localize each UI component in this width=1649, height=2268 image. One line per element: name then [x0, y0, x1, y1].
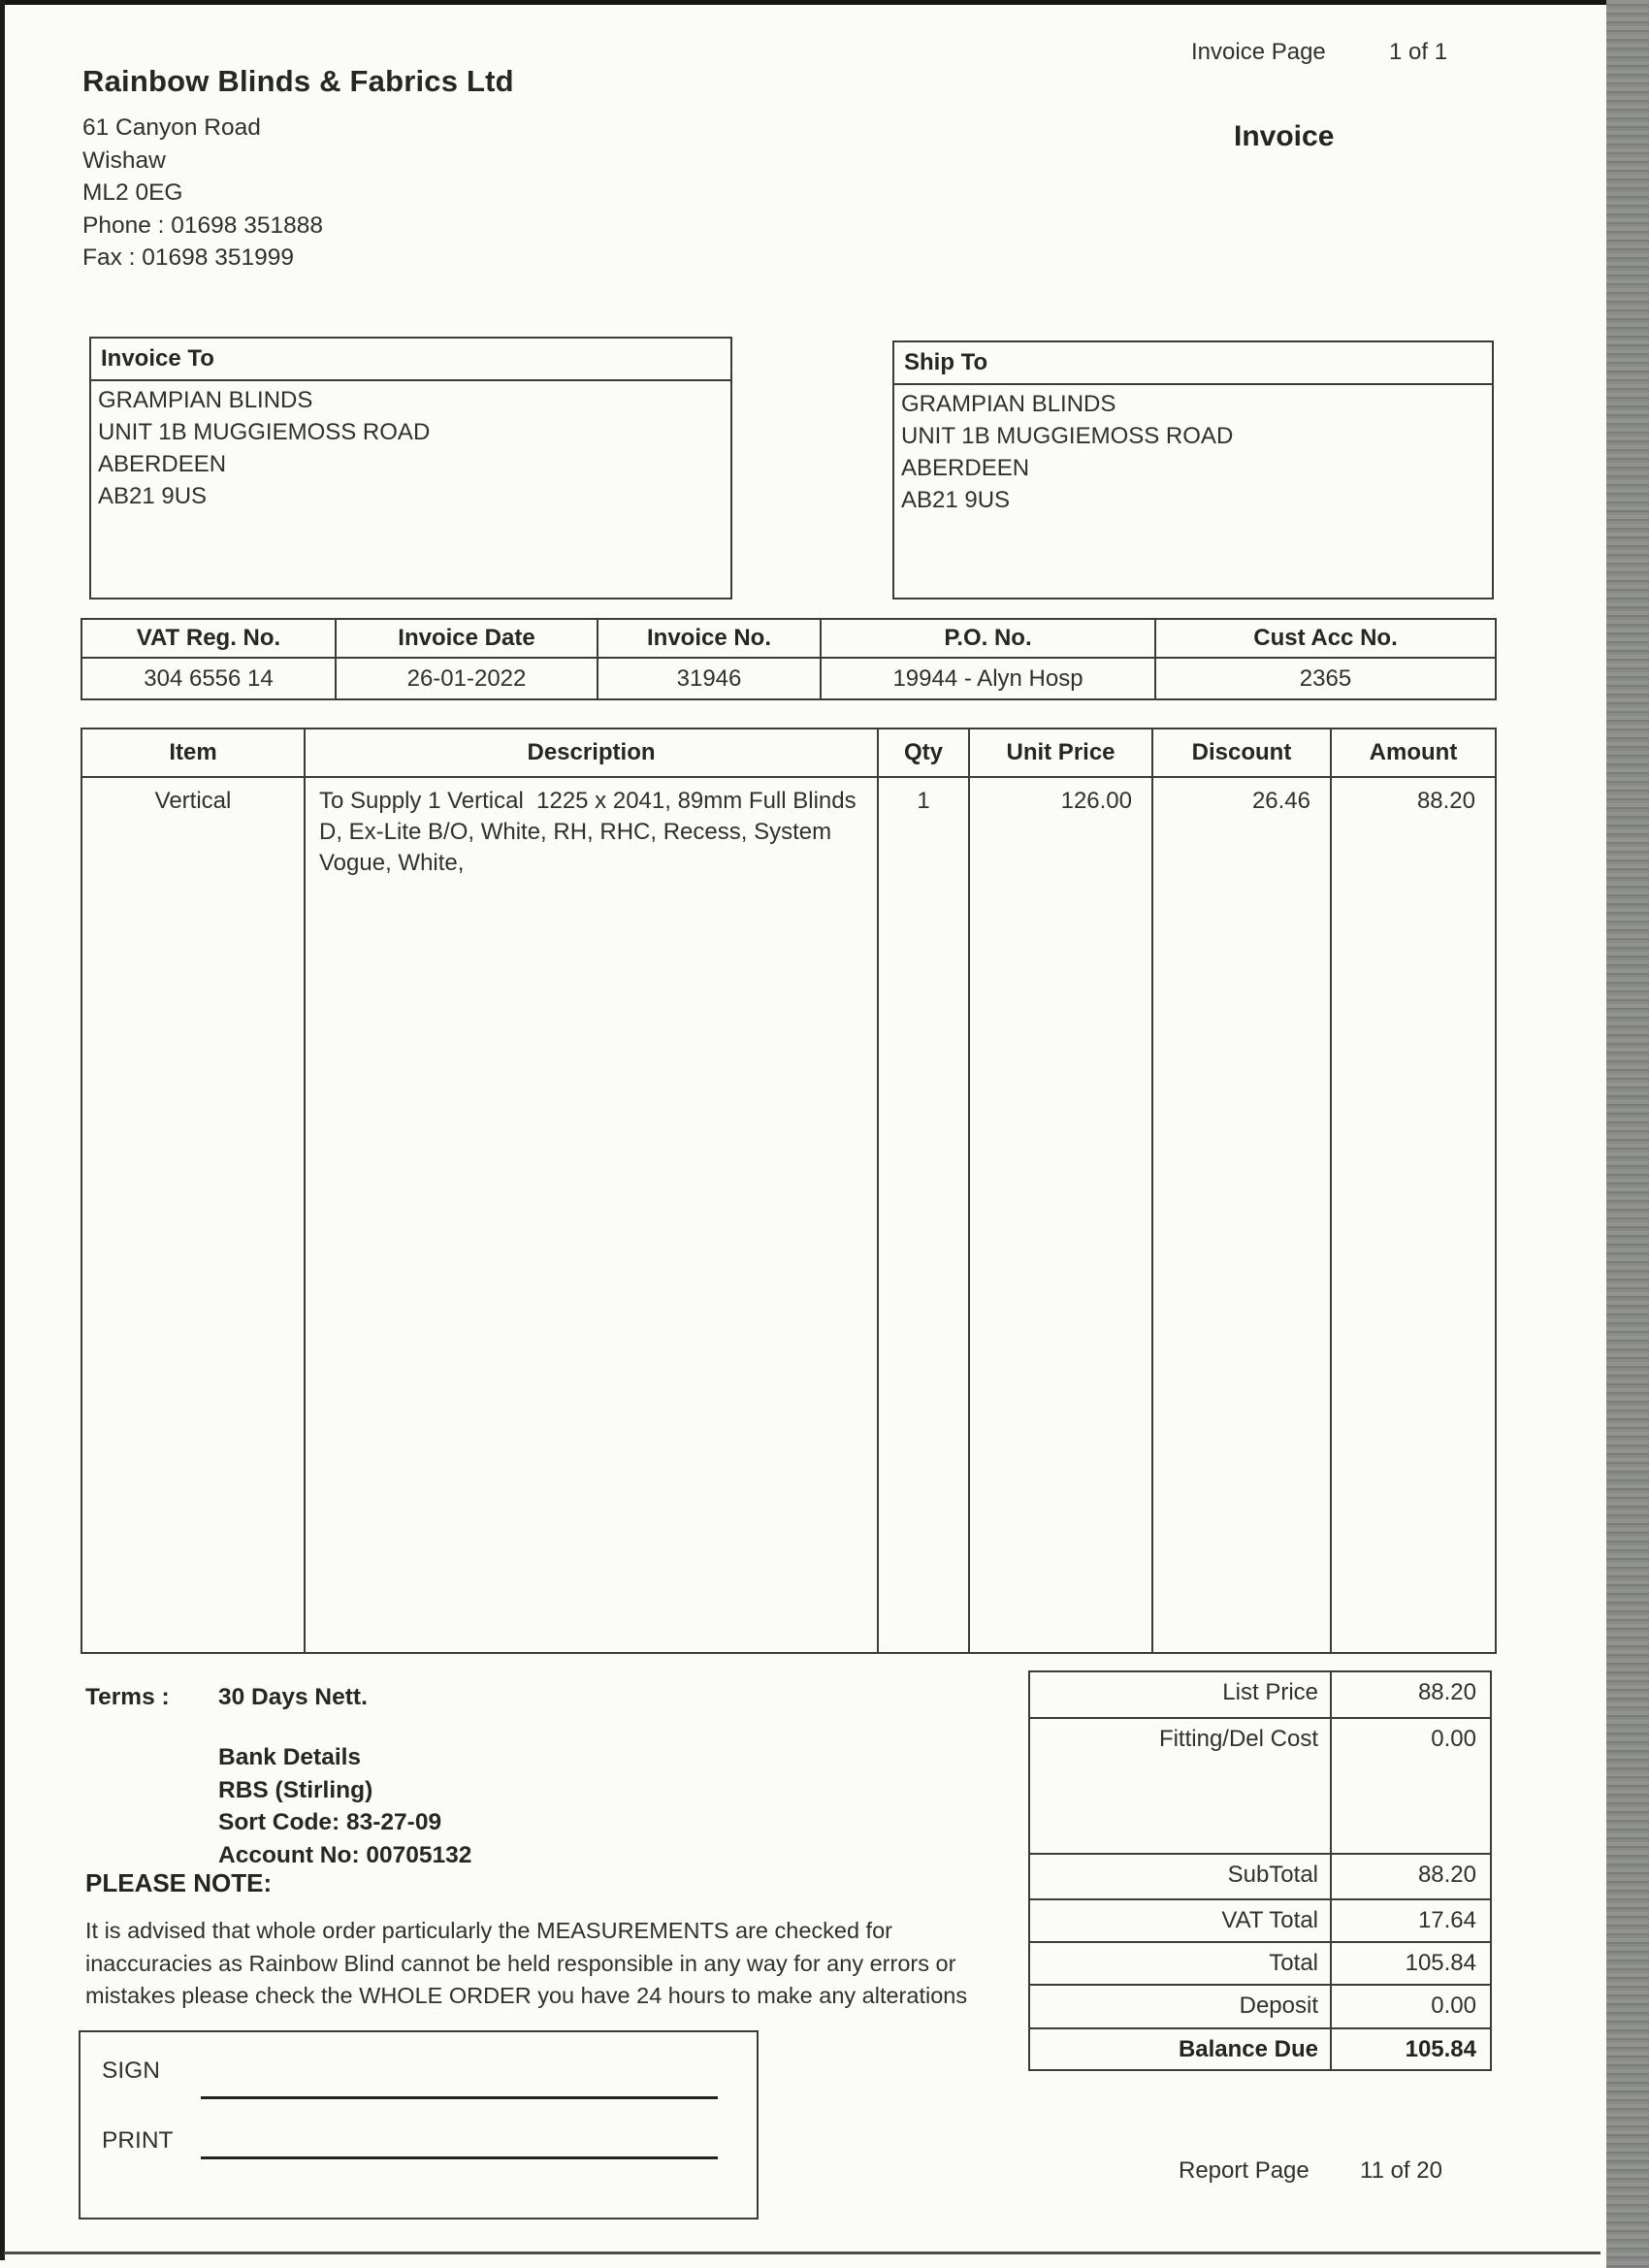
report-page-label: Report Page	[1179, 2157, 1310, 2184]
invoice-page-label: Invoice Page	[1191, 39, 1326, 65]
totals-label-fitting-del: Fitting/Del Cost	[1030, 1717, 1332, 1853]
meta-value-po: 19944 - Alyn Hosp	[822, 659, 1156, 698]
meta-value-invoice-no: 31946	[598, 659, 822, 698]
item-cell-qty: 1	[879, 778, 970, 1652]
items-header-item: Item	[82, 729, 306, 778]
items-header-discount: Discount	[1153, 729, 1332, 778]
items-header-unit-price: Unit Price	[970, 729, 1153, 778]
scan-edge-bottom	[4, 2252, 1600, 2254]
totals-label-list-price: List Price	[1030, 1672, 1332, 1717]
ship-to-box: Ship To GRAMPIAN BLINDS UNIT 1B MUGGIEMO…	[892, 340, 1494, 599]
scanner-background-band	[1606, 0, 1649, 2268]
invoice-meta-table: VAT Reg. No. Invoice Date Invoice No. P.…	[81, 618, 1497, 700]
terms-value: 30 Days Nett.	[218, 1684, 368, 1710]
meta-header-cust-acc: Cust Acc No.	[1156, 620, 1495, 659]
meta-value-vat: 304 6556 14	[82, 659, 337, 698]
totals-label-vat-total: VAT Total	[1030, 1898, 1332, 1941]
totals-value-deposit: 0.00	[1332, 1984, 1490, 2027]
meta-value-cust-acc: 2365	[1299, 664, 1352, 692]
item-cell-amount: 88.20	[1416, 788, 1475, 814]
meta-header-invoice-no: Invoice No.	[598, 620, 822, 659]
invoice-to-box: Invoice To GRAMPIAN BLINDS UNIT 1B MUGGI…	[89, 337, 732, 599]
sign-line[interactable]	[201, 2096, 718, 2099]
terms-label: Terms :	[85, 1684, 170, 1710]
totals-value-vat-total: 17.64	[1332, 1898, 1490, 1941]
totals-value-total: 105.84	[1332, 1941, 1490, 1984]
company-address: 61 Canyon Road Wishaw ML2 0EG Phone : 01…	[82, 114, 323, 271]
totals-value-balance-due: 105.84	[1332, 2027, 1490, 2069]
meta-header-date: Invoice Date	[337, 620, 598, 659]
scan-edge-top	[0, 0, 1649, 5]
totals-value-subtotal: 88.20	[1332, 1853, 1490, 1898]
meta-value-date: 26-01-2022	[337, 659, 598, 698]
item-cell-item: Vertical	[82, 778, 306, 1652]
signature-box: SIGN PRINT	[79, 2030, 759, 2219]
print-label: PRINT	[102, 2127, 174, 2154]
invoice-to-label: Invoice To	[91, 339, 730, 381]
items-header-qty: Qty	[879, 729, 970, 778]
line-items-table: Item Description Qty Unit Price Discount…	[81, 728, 1497, 1654]
totals-label-deposit: Deposit	[1030, 1984, 1332, 2027]
totals-value-fitting-del: 0.00	[1332, 1717, 1490, 1853]
item-cell-description: To Supply 1 Vertical 1225 x 2041, 89mm F…	[306, 778, 879, 1652]
totals-label-balance-due: Balance Due	[1030, 2027, 1332, 2069]
invoice-page-value: 1 of 1	[1389, 39, 1448, 65]
scan-edge-left	[0, 0, 5, 2260]
meta-header-vat: VAT Reg. No.	[82, 620, 337, 659]
document-title: Invoice	[1234, 120, 1335, 152]
please-note-title: PLEASE NOTE:	[85, 1868, 273, 1897]
bank-details: Bank Details RBS (Stirling) Sort Code: 8…	[218, 1744, 472, 1868]
ship-to-address: GRAMPIAN BLINDS UNIT 1B MUGGIEMOSS ROAD …	[901, 391, 1234, 513]
items-header-amount: Amount	[1332, 729, 1495, 778]
totals-label-subtotal: SubTotal	[1030, 1853, 1332, 1898]
report-page-value: 11 of 20	[1360, 2157, 1442, 2184]
company-name: Rainbow Blinds & Fabrics Ltd	[82, 64, 514, 98]
totals-table: List Price 88.20 Fitting/Del Cost 0.00 S…	[1028, 1670, 1492, 2071]
item-cell-discount: 26.46	[1153, 778, 1332, 1652]
ship-to-label: Ship To	[894, 342, 1492, 385]
sign-label: SIGN	[102, 2057, 160, 2084]
item-cell-unit-price: 126.00	[970, 778, 1153, 1652]
invoice-to-address: GRAMPIAN BLINDS UNIT 1B MUGGIEMOSS ROAD …	[98, 387, 431, 509]
print-line[interactable]	[201, 2156, 718, 2159]
totals-label-total: Total	[1030, 1941, 1332, 1984]
items-header-description: Description	[306, 729, 879, 778]
totals-value-list-price: 88.20	[1417, 1679, 1476, 1705]
meta-header-po: P.O. No.	[822, 620, 1156, 659]
please-note-body: It is advised that whole order particula…	[85, 1918, 968, 2008]
